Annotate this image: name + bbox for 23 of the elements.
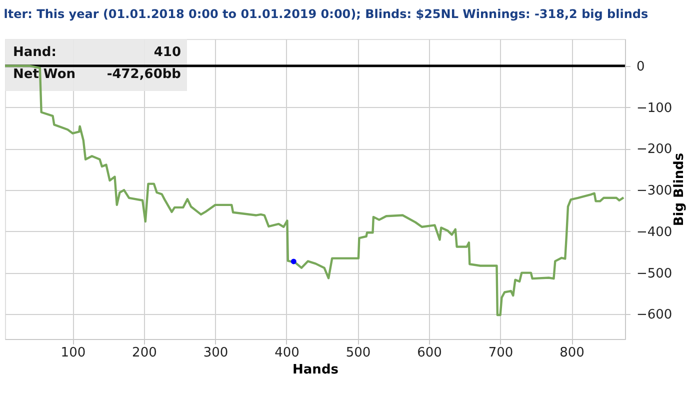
annotation: Net Won: [13, 67, 76, 82]
y-tick-label: −300: [636, 184, 672, 199]
x-tick-label: 700: [488, 346, 514, 360]
x-tick-label: 500: [346, 346, 371, 360]
chart-title: lter: This year (01.01.2018 0:00 to 01.01.2019 0:00); Blinds: $25NL Winnings: -318,2 big blinds: [4, 7, 648, 21]
y-tick-label: −100: [636, 100, 672, 116]
x-tick-label: 200: [132, 346, 157, 360]
annotation: Hand:: [13, 45, 56, 60]
y-tick-label: −200: [636, 142, 672, 158]
y-tick-label: −600: [636, 308, 672, 323]
y-axis-title: Big Blinds: [672, 152, 688, 226]
y-tick-label: −500: [636, 266, 672, 282]
x-tick-label: 400: [274, 346, 300, 360]
annotation: -472,60bb: [106, 67, 181, 82]
x-axis-title: Hands: [292, 362, 339, 378]
annotation: 410: [154, 45, 181, 60]
x-tick-label: 800: [560, 346, 584, 360]
x-tick-label: 300: [203, 346, 228, 360]
y-tick-label: −400: [636, 224, 672, 240]
x-tick-label: 600: [417, 346, 442, 360]
y-tick-label: 0: [636, 59, 645, 74]
x-tick-label: 100: [60, 346, 86, 360]
line-series: [4, 64, 625, 316]
